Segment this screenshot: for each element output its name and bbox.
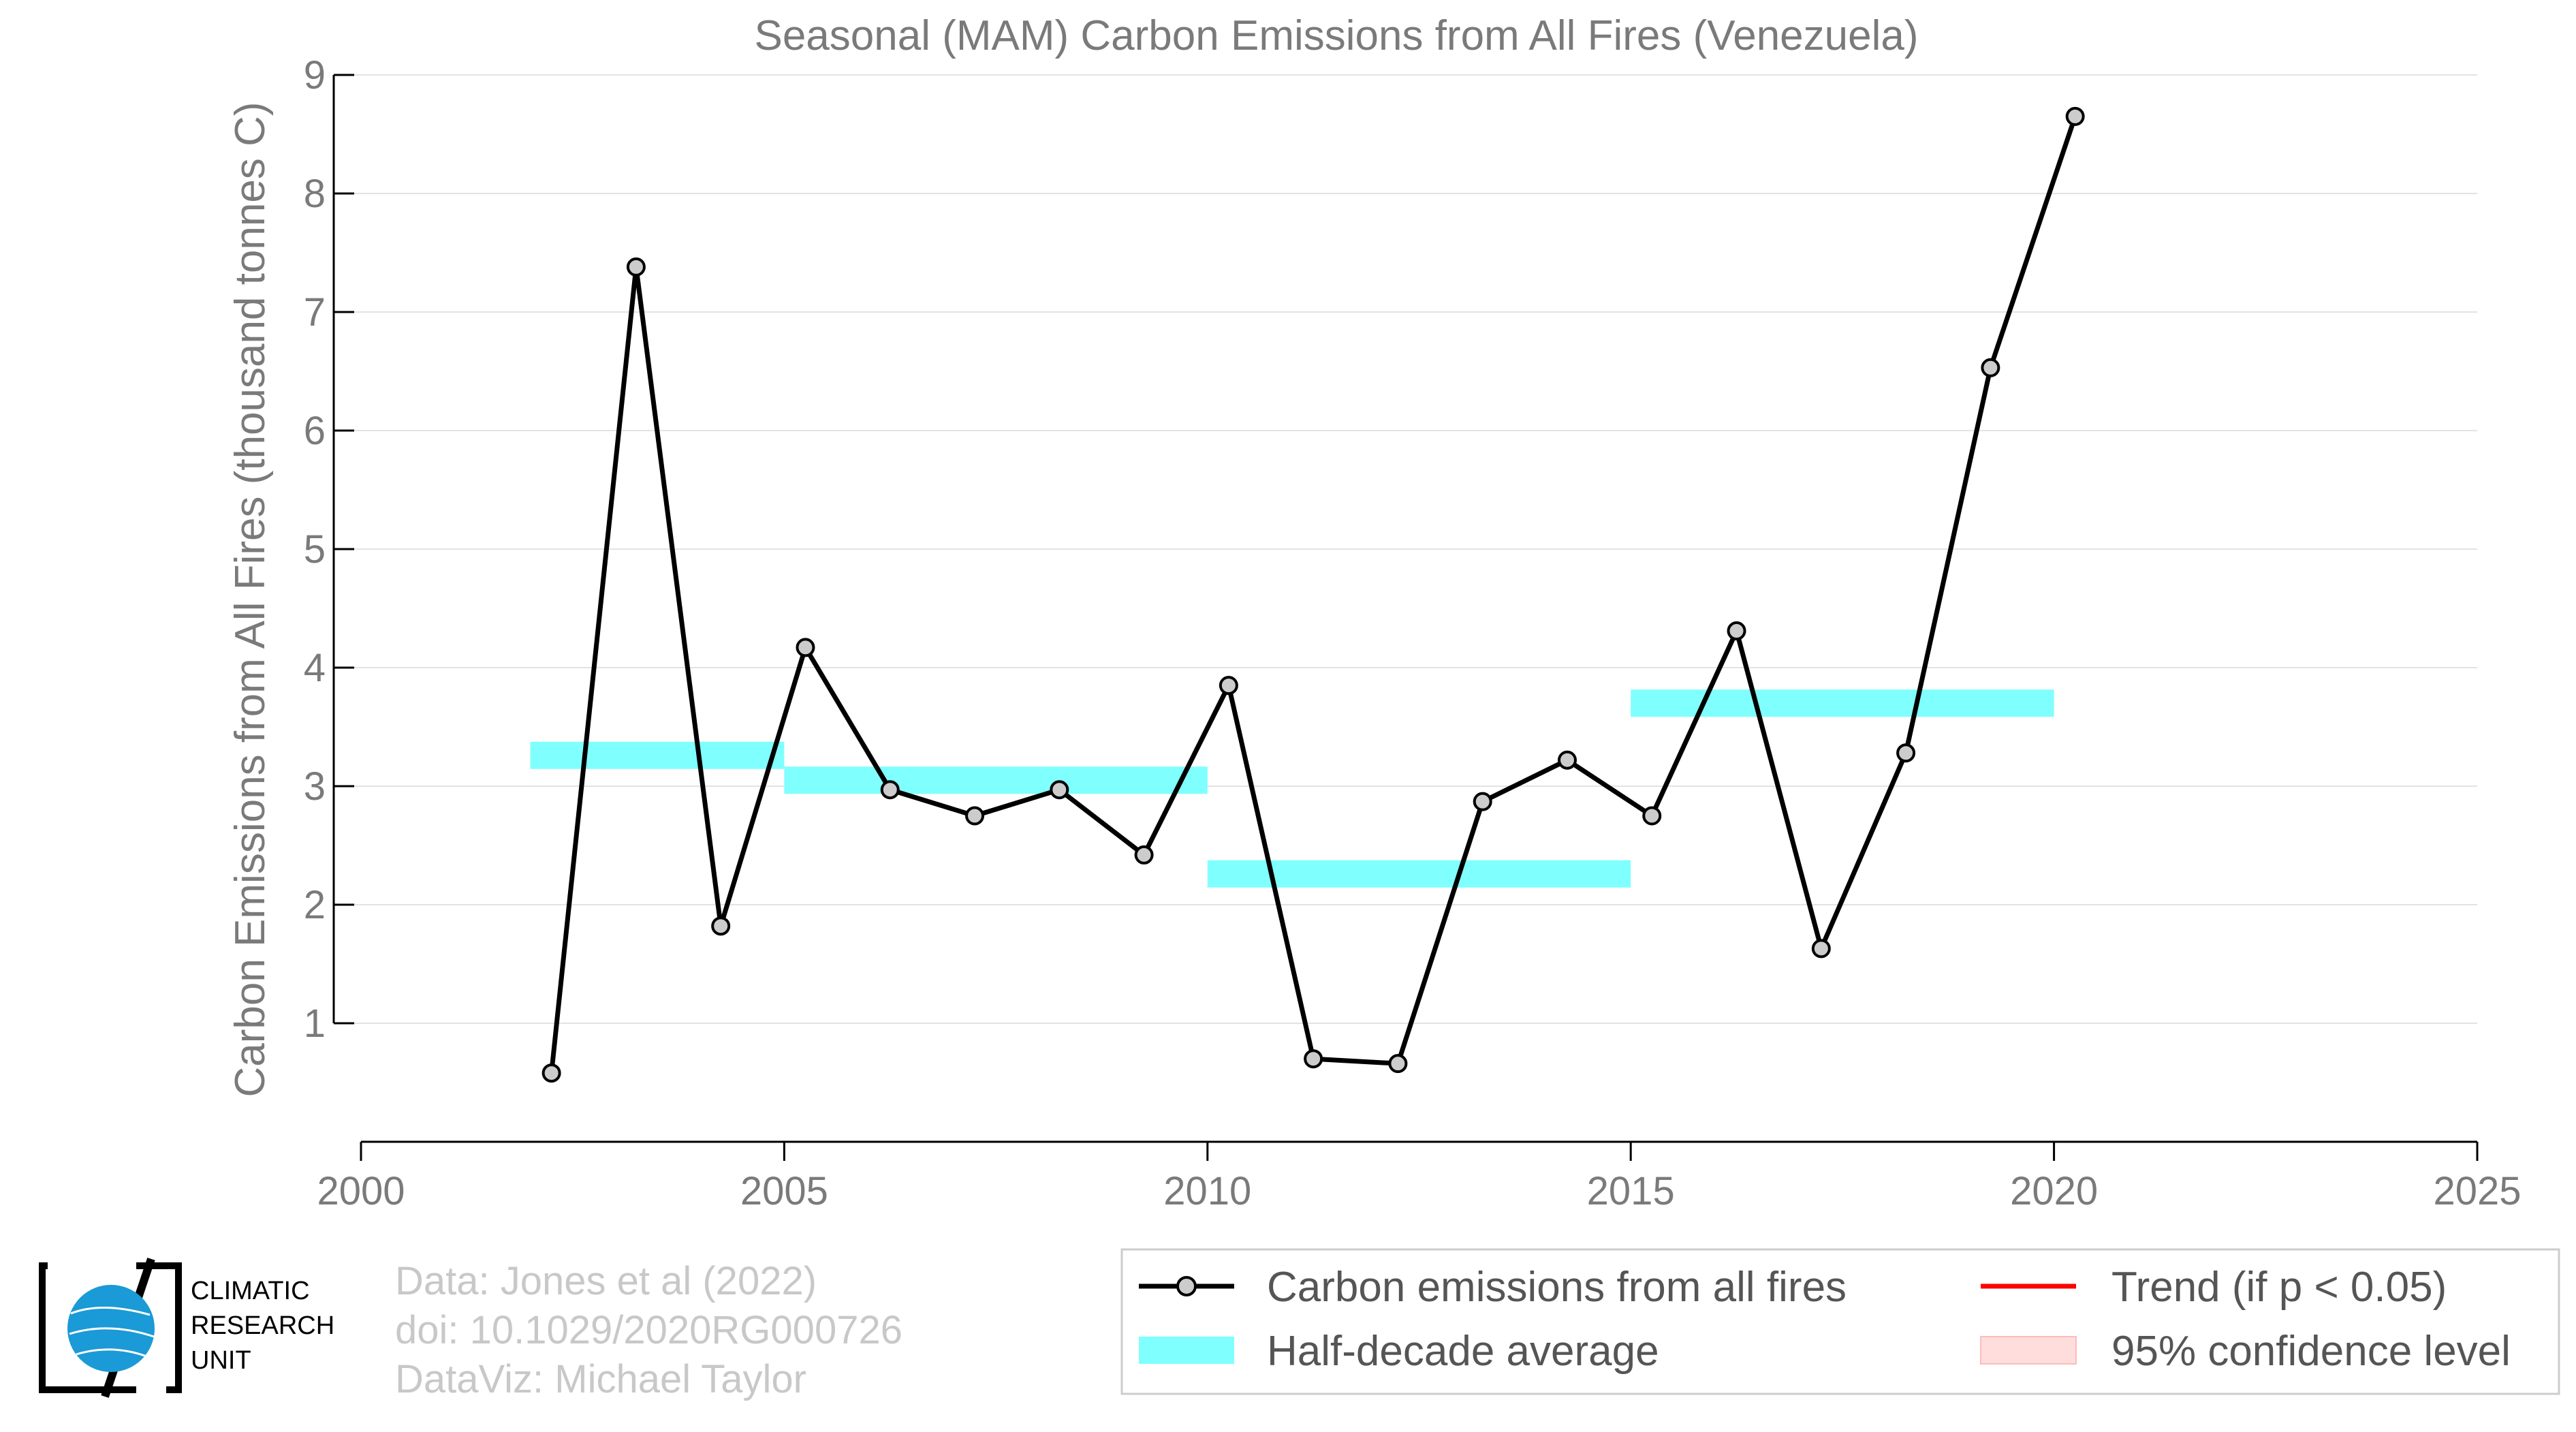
data-point <box>1388 1054 1408 1074</box>
y-tick-label: 4 <box>304 646 326 690</box>
logo-frame-left <box>39 1262 136 1393</box>
x-tick-label: 2015 <box>1587 1169 1675 1213</box>
legend-label-trend: Trend (if p < 0.05) <box>2111 1264 2447 1311</box>
data-point <box>1811 939 1831 959</box>
data-point <box>2065 106 2085 126</box>
data-point <box>1642 806 1662 826</box>
legend-swatch-half-decade <box>1139 1337 1234 1364</box>
data-point <box>1557 750 1577 770</box>
y-axis-label: Carbon Emissions from All Fires (thousan… <box>227 102 274 1097</box>
x-tick-label: 2010 <box>1163 1169 1251 1213</box>
x-tick-label: 2000 <box>317 1169 405 1213</box>
legend-label-half-decade: Half-decade average <box>1267 1328 1659 1375</box>
half-decade-bar-3 <box>1631 689 2054 717</box>
logo-line-1: CLIMATIC <box>191 1277 310 1305</box>
y-tick-label: 2 <box>304 883 326 927</box>
data-point <box>1727 621 1746 641</box>
data-point <box>541 1063 561 1083</box>
credit-data: Data: Jones et al (2022) <box>395 1259 817 1303</box>
legend-box <box>1120 1248 2560 1395</box>
data-point <box>1473 792 1492 811</box>
data-point <box>796 638 815 657</box>
data-point <box>1050 780 1069 800</box>
globe-swirl-icon <box>69 1306 155 1358</box>
y-tick-label: 6 <box>304 409 326 453</box>
data-point <box>880 780 900 800</box>
data-point <box>1896 743 1916 763</box>
y-tick-label: 1 <box>304 1001 326 1046</box>
data-point <box>1981 358 2000 377</box>
half-decade-bands <box>530 689 2054 888</box>
half-decade-bar-2 <box>1207 860 1631 888</box>
data-point <box>1219 676 1238 696</box>
legend-marker-series <box>1176 1276 1197 1296</box>
y-tick-label: 3 <box>304 764 326 809</box>
x-tick-label: 2025 <box>2433 1169 2521 1213</box>
data-point <box>711 916 731 936</box>
data-point <box>626 257 646 277</box>
cru-logo: CLIMATIC RESEARCH UNIT <box>39 1258 334 1398</box>
credit-doi: doi: 10.1029/2020RG000726 <box>395 1308 902 1352</box>
data-point <box>965 806 985 826</box>
legend-label-series: Carbon emissions from all fires <box>1267 1264 1847 1311</box>
half-decade-bar-1 <box>784 766 1208 794</box>
legend-swatch-confidence <box>1980 1336 2077 1365</box>
logo-line-2: RESEARCH <box>191 1311 334 1340</box>
credit-dataviz: DataViz: Michael Taylor <box>395 1357 806 1401</box>
data-point <box>1134 845 1154 865</box>
series-layer <box>541 106 2085 1083</box>
half-decade-bar-0 <box>530 741 785 769</box>
axes: 1 2 3 4 5 6 7 8 9 2000 2005 2010 2015 2020 2025 <box>304 53 2522 1213</box>
legend: Carbon emissions from all fires Trend (i… <box>1120 1248 2560 1395</box>
series-line-0 <box>549 115 2077 1074</box>
chart-title: Seasonal (MAM) Carbon Emissions from All… <box>754 12 1918 59</box>
x-tick-label: 2005 <box>740 1169 828 1213</box>
logo-frame-right <box>136 1262 182 1393</box>
x-tick-label: 2020 <box>2010 1169 2098 1213</box>
y-tick-label: 8 <box>304 172 326 216</box>
y-tick-label: 9 <box>304 53 326 97</box>
data-point <box>1304 1049 1323 1069</box>
y-tick-label: 5 <box>304 527 326 572</box>
logo-line-3: UNIT <box>191 1346 251 1375</box>
legend-label-confidence: 95% confidence level <box>2111 1328 2511 1375</box>
y-tick-label: 7 <box>304 290 326 334</box>
grid-lines <box>334 74 2477 1024</box>
